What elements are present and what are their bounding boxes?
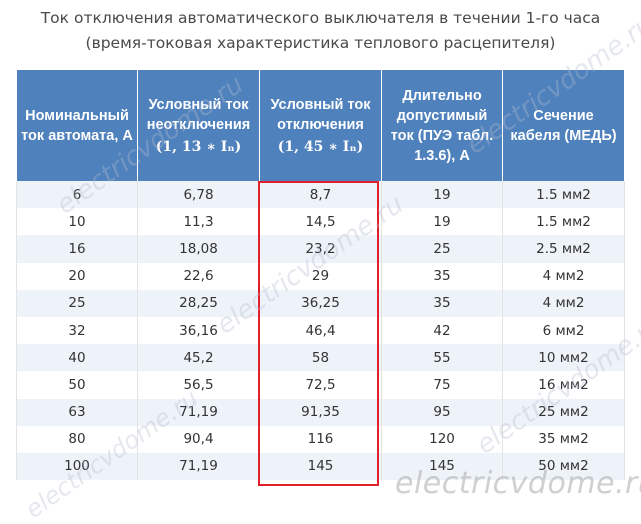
cell-non-tripping-current: 45,2 [137, 344, 260, 372]
cell-permissible-current: 35 [381, 289, 503, 317]
cell-tripping-current: 145 [259, 452, 382, 481]
header-tripping-current: Условный ток отключения (1, 45 ∗ Iₙ) [259, 70, 382, 181]
cell-non-tripping-current: 18,08 [137, 235, 260, 263]
cell-tripping-current: 91,35 [259, 398, 382, 426]
cell-non-tripping-current: 71,19 [137, 398, 260, 426]
watermark-logo: electricvdome.ru [395, 466, 641, 501]
cell-cable-section: 4 мм2 [502, 262, 625, 290]
cell-permissible-current: 95 [381, 398, 503, 426]
cell-tripping-current: 8,7 [259, 181, 382, 209]
title-line-2: (время-токовая характеристика теплового … [85, 34, 556, 52]
cell-cable-section: 6 мм2 [502, 316, 625, 345]
formula-1-13: (1, 13 ∗ Iₙ) [155, 138, 242, 155]
cell-permissible-current: 55 [381, 344, 503, 372]
breaker-current-table: Номинальный ток автомата, А Условный ток… [16, 70, 625, 481]
cell-tripping-current: 116 [259, 425, 382, 453]
cell-nominal-current: 10 [16, 208, 138, 236]
cell-nominal-current: 20 [16, 262, 138, 290]
cell-tripping-current: 36,25 [259, 289, 382, 317]
page-title: Ток отключения автоматического выключате… [0, 6, 641, 56]
cell-tripping-current: 23,2 [259, 235, 382, 263]
cell-nominal-current: 63 [16, 398, 138, 426]
cell-permissible-current: 120 [381, 425, 503, 453]
table-row: 25 28,25 36,25 35 4 мм2 [16, 289, 625, 317]
cell-permissible-current: 19 [381, 208, 503, 236]
cell-cable-section: 10 мм2 [502, 344, 625, 372]
cell-tripping-current: 72,5 [259, 371, 382, 399]
cell-tripping-current: 58 [259, 344, 382, 372]
cell-cable-section: 4 мм2 [502, 289, 625, 317]
table-row: 50 56,5 72,5 75 16 мм2 [16, 371, 625, 399]
table-row: 6 6,78 8,7 19 1.5 мм2 [16, 181, 625, 209]
cell-cable-section: 16 мм2 [502, 371, 625, 399]
cell-non-tripping-current: 22,6 [137, 262, 260, 290]
cell-non-tripping-current: 36,16 [137, 316, 260, 345]
table-row: 80 90,4 116 120 35 мм2 [16, 425, 625, 453]
cell-permissible-current: 145 [381, 452, 503, 481]
header-nominal-current: Номинальный ток автомата, А [16, 70, 138, 181]
cell-nominal-current: 32 [16, 316, 138, 345]
cell-permissible-current: 25 [381, 235, 503, 263]
cell-non-tripping-current: 28,25 [137, 289, 260, 317]
cell-non-tripping-current: 11,3 [137, 208, 260, 236]
cell-permissible-current: 35 [381, 262, 503, 290]
cell-tripping-current: 46,4 [259, 316, 382, 345]
cell-non-tripping-current: 6,78 [137, 181, 260, 209]
cell-permissible-current: 75 [381, 371, 503, 399]
cell-non-tripping-current: 71,19 [137, 452, 260, 481]
cell-nominal-current: 16 [16, 235, 138, 263]
cell-cable-section: 2.5 мм2 [502, 235, 625, 263]
cell-nominal-current: 6 [16, 181, 138, 209]
cell-cable-section: 1.5 мм2 [502, 181, 625, 209]
table-row: 40 45,2 58 55 10 мм2 [16, 344, 625, 372]
cell-cable-section: 50 мм2 [502, 452, 625, 481]
cell-cable-section: 1.5 мм2 [502, 208, 625, 236]
cell-nominal-current: 80 [16, 425, 138, 453]
header-permissible-current: Длительно допустимый ток (ПУЭ табл. 1.3.… [381, 70, 503, 181]
formula-1-45: (1, 45 ∗ Iₙ) [277, 138, 364, 155]
cell-tripping-current: 29 [259, 262, 382, 290]
title-line-1: Ток отключения автоматического выключате… [40, 9, 601, 27]
cell-nominal-current: 25 [16, 289, 138, 317]
cell-non-tripping-current: 56,5 [137, 371, 260, 399]
table-row: 32 36,16 46,4 42 6 мм2 [16, 316, 625, 345]
table-row: 63 71,19 91,35 95 25 мм2 [16, 398, 625, 426]
header-row: Номинальный ток автомата, А Условный ток… [16, 70, 625, 181]
cell-tripping-current: 14,5 [259, 208, 382, 236]
cell-nominal-current: 100 [16, 452, 138, 481]
header-non-tripping-current: Условный ток неотключения (1, 13 ∗ Iₙ) [137, 70, 260, 181]
cell-permissible-current: 19 [381, 181, 503, 209]
table-row: 20 22,6 29 35 4 мм2 [16, 262, 625, 290]
cell-nominal-current: 40 [16, 344, 138, 372]
table-row: 16 18,08 23,2 25 2.5 мм2 [16, 235, 625, 263]
cell-non-tripping-current: 90,4 [137, 425, 260, 453]
cell-permissible-current: 42 [381, 316, 503, 345]
header-cable-section: Сечение кабеля (МЕДЬ) [502, 70, 625, 181]
table-row: 10 11,3 14,5 19 1.5 мм2 [16, 208, 625, 236]
cell-nominal-current: 50 [16, 371, 138, 399]
table-row: 100 71,19 145 145 50 мм2 [16, 452, 625, 481]
cell-cable-section: 35 мм2 [502, 425, 625, 453]
cell-cable-section: 25 мм2 [502, 398, 625, 426]
